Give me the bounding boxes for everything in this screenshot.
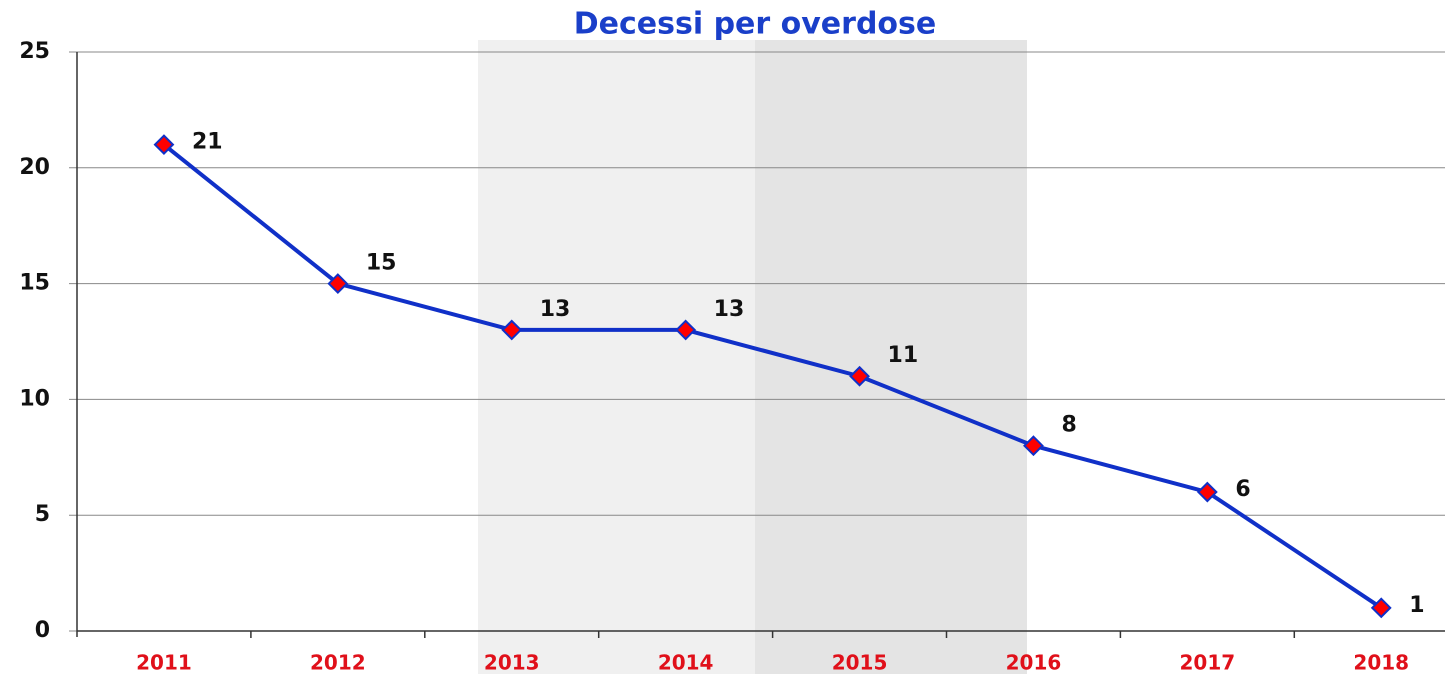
y-tick-label: 15 [19,271,50,296]
marker [1196,481,1218,503]
x-tick-label: 2012 [310,651,366,674]
marker [153,134,175,156]
marker [1370,597,1392,619]
y-tick-label: 20 [19,155,50,180]
watermark-right [755,40,1027,674]
marker [1023,435,1044,457]
y-tick-label: 10 [19,386,50,411]
x-tick-label: 2016 [1006,651,1062,674]
x-tick-label: 2013 [484,651,540,674]
y-tick-label: 25 [19,39,50,64]
marker [327,273,349,295]
x-tick-label: 2017 [1180,651,1236,674]
x-tick-label: 2014 [658,651,714,674]
x-tick-label: 2018 [1353,651,1409,674]
y-tick-label: 5 [35,502,50,527]
x-tick-label: 2011 [136,651,192,674]
data-label: 15 [366,251,397,276]
marker [675,319,697,341]
chart-title: Decessi per overdose [574,7,936,42]
data-label: 1 [1409,593,1424,618]
watermark [478,40,1027,674]
series-line [162,143,1383,610]
data-label: 8 [1061,413,1076,438]
data-label: 6 [1235,477,1250,502]
y-tick-label: 0 [35,618,50,643]
data-label: 13 [714,297,745,322]
marker [849,365,870,387]
marker [501,319,523,341]
watermark-left [478,40,755,674]
x-tick-label: 2015 [832,651,888,674]
data-label: 11 [888,343,919,368]
data-label: 21 [192,130,223,155]
data-label: 13 [540,297,571,322]
